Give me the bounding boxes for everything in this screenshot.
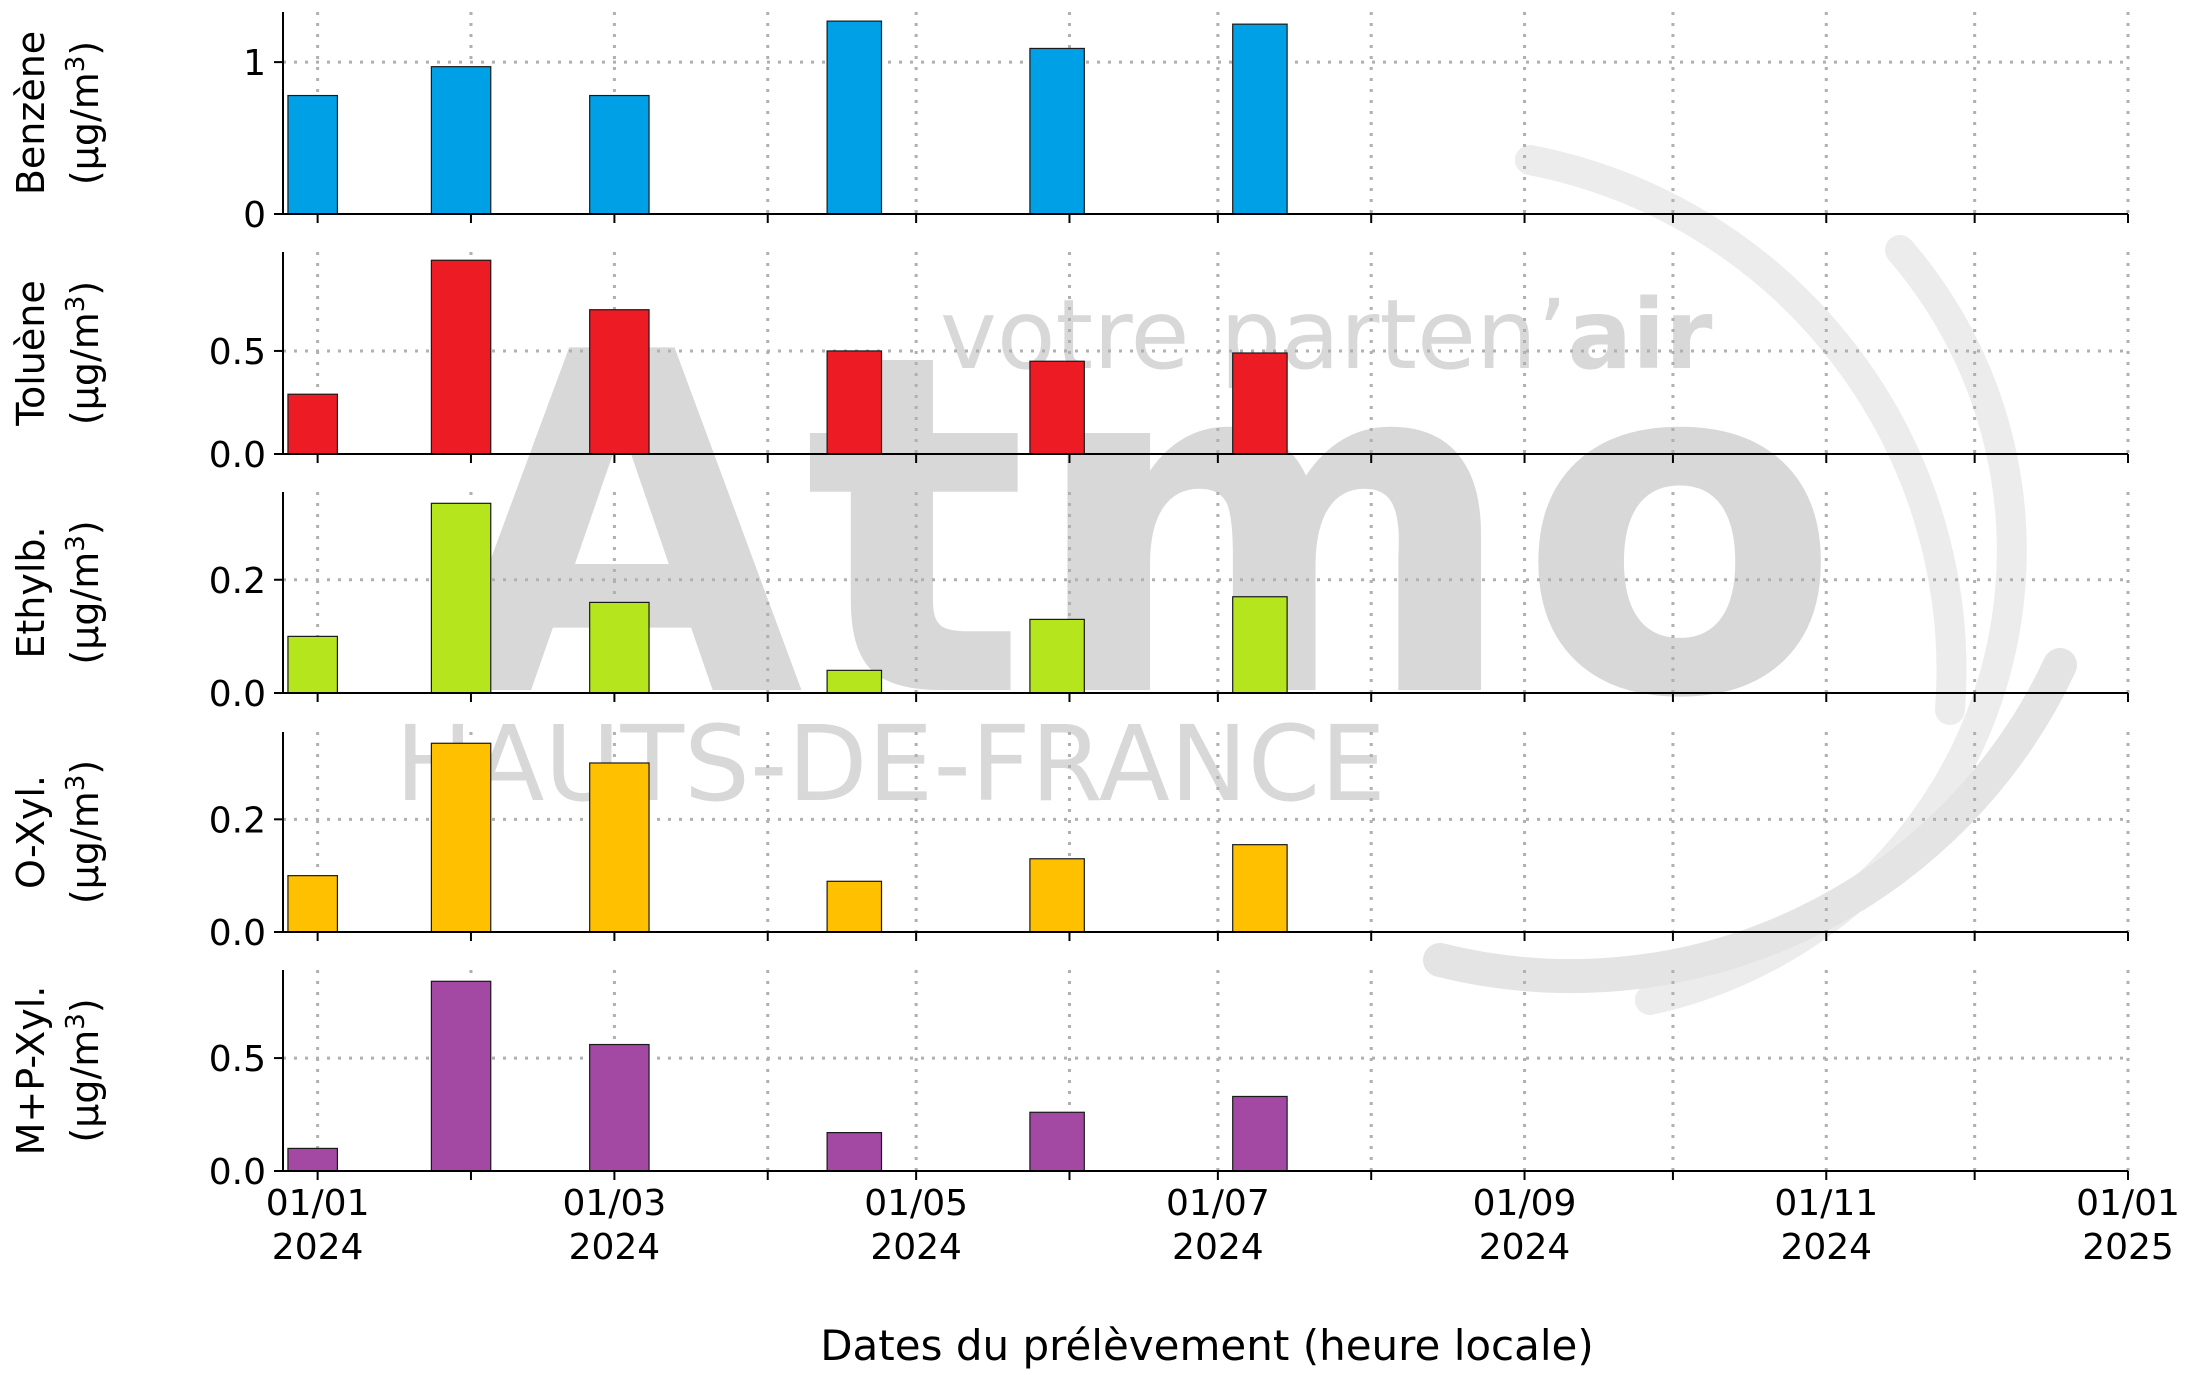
- x-tick-label-year: 2024: [1172, 1227, 1264, 1268]
- unit-suffix: ): [63, 281, 107, 296]
- unit-suffix: ): [63, 998, 107, 1013]
- x-tick-label-day: 01/01: [2076, 1183, 2180, 1224]
- bar-2-4: [1029, 618, 1085, 694]
- unit-suffix: ): [63, 760, 107, 775]
- unit-prefix: (µg/m: [63, 791, 107, 904]
- y-tick-label: 0.2: [209, 561, 266, 602]
- bar-0-2: [589, 94, 650, 215]
- bar-3-1: [430, 742, 492, 933]
- bar-1-0: [287, 393, 339, 455]
- y-axis-unit: (µg/m3): [61, 520, 107, 664]
- x-tick-label-day: 01/09: [1473, 1183, 1577, 1224]
- bar-2-0: [287, 635, 339, 694]
- x-tick-label-year: 2024: [272, 1227, 364, 1268]
- panel-4: 0.0 0.5 M+P-Xyl. (µg/m3): [9, 970, 2130, 1193]
- bar-4-3: [826, 1132, 883, 1172]
- x-tick-label-day: 01/11: [1774, 1183, 1878, 1224]
- watermark-tagline-bold: air: [1567, 279, 1713, 391]
- y-tick-label: 0.2: [209, 800, 266, 841]
- x-tick-label-day: 01/03: [563, 1183, 667, 1224]
- y-axis-unit: (µg/m3): [61, 998, 107, 1142]
- bar-0-4: [1029, 47, 1085, 215]
- bar-4-2: [589, 1043, 650, 1172]
- panel-2: 0.0 0.2 Ethylb. (µg/m3): [9, 492, 2130, 715]
- y-tick-label: 0.5: [209, 1039, 266, 1080]
- bar-4-4: [1029, 1111, 1085, 1172]
- unit-prefix: (µg/m: [63, 72, 107, 185]
- x-tick-label-year: 2024: [569, 1227, 661, 1268]
- y-tick-label: 0.0: [209, 913, 266, 954]
- bar-3-3: [826, 880, 883, 933]
- unit-suffix: ): [63, 41, 107, 56]
- y-axis-label: Ethylb.: [9, 526, 53, 658]
- x-tick-label-year: 2024: [870, 1227, 962, 1268]
- y-axis-unit: (µg/m3): [61, 281, 107, 425]
- unit-suffix: ): [63, 520, 107, 535]
- unit-prefix: (µg/m: [63, 1030, 107, 1143]
- bar-1-2: [589, 309, 650, 455]
- x-tick-label-year: 2024: [1479, 1227, 1571, 1268]
- x-tick-label-year: 2024: [1780, 1227, 1872, 1268]
- y-tick-label: 0.5: [209, 332, 266, 373]
- bar-4-5: [1232, 1095, 1288, 1172]
- atmo-watermark: Atmo votre parten’air HAUTS-DE-FRANCE: [395, 145, 2077, 1015]
- bar-1-4: [1029, 360, 1085, 455]
- x-tick-label-day: 01/01: [266, 1183, 370, 1224]
- bar-1-5: [1232, 352, 1288, 455]
- unit-superscript: 3: [61, 535, 91, 552]
- panel-3: 0.0 0.2 O-Xyl. (µg/m3): [9, 732, 2130, 954]
- unit-prefix: (µg/m: [63, 552, 107, 665]
- unit-superscript: 3: [61, 56, 91, 73]
- bar-1-3: [826, 350, 883, 455]
- bar-0-0: [287, 94, 339, 215]
- x-axis-label: Dates du prélèvement (heure locale): [820, 1321, 1594, 1370]
- watermark-region: HAUTS-DE-FRANCE: [395, 703, 1386, 825]
- x-tick-label-year: 2025: [2082, 1227, 2174, 1268]
- bar-2-3: [826, 669, 883, 694]
- unit-superscript: 3: [61, 296, 91, 313]
- y-axis-unit: (µg/m3): [61, 760, 107, 904]
- bar-2-2: [589, 601, 650, 694]
- y-tick-label: 0: [243, 195, 266, 236]
- unit-superscript: 3: [61, 775, 91, 792]
- bar-0-3: [826, 20, 883, 215]
- y-axis-label: M+P-Xyl.: [9, 986, 53, 1156]
- y-tick-label: 0.0: [209, 435, 266, 476]
- unit-prefix: (µg/m: [63, 312, 107, 425]
- bar-4-1: [430, 980, 492, 1172]
- y-axis-label: O-Xyl.: [9, 775, 53, 889]
- unit-superscript: 3: [61, 1013, 91, 1030]
- bar-3-2: [589, 762, 650, 933]
- bar-1-1: [430, 259, 492, 455]
- x-tick-label-day: 01/05: [864, 1183, 968, 1224]
- bar-0-1: [430, 66, 492, 215]
- y-tick-label: 0.0: [209, 674, 266, 715]
- y-axis-label: Benzène: [9, 31, 53, 195]
- bar-3-5: [1232, 844, 1288, 933]
- bar-0-5: [1232, 23, 1288, 215]
- y-axis-unit: (µg/m3): [61, 41, 107, 185]
- panel-1: 0.0 0.5 Toluène (µg/m3): [9, 252, 2130, 476]
- bar-2-1: [430, 502, 492, 694]
- panel-0: 0 1 Benzène (µg/m3): [9, 12, 2130, 236]
- bar-2-5: [1232, 596, 1288, 694]
- x-tick-label-day: 01/07: [1166, 1183, 1270, 1224]
- y-axis-label: Toluène: [9, 280, 53, 427]
- bar-4-0: [287, 1147, 339, 1172]
- bar-3-4: [1029, 858, 1085, 933]
- y-tick-label: 1: [243, 43, 266, 84]
- bar-3-0: [287, 875, 339, 933]
- y-tick-label: 0.0: [209, 1152, 266, 1193]
- watermark-brand: Atmo: [440, 254, 1841, 801]
